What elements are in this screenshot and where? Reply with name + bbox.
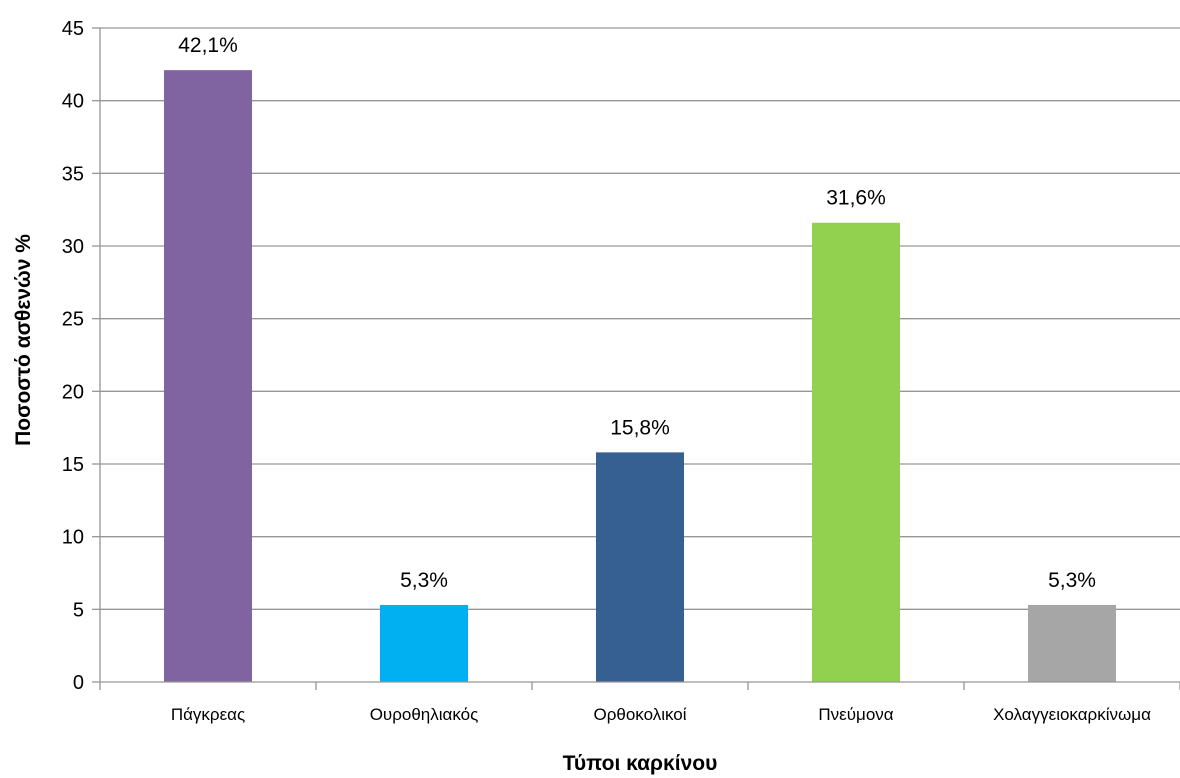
y-tick-label: 5 [73, 599, 84, 621]
y-tick-label: 25 [62, 309, 84, 331]
bar [1028, 604, 1116, 682]
bar [380, 604, 468, 682]
x-category-label: Ουροθηλιακός [370, 705, 479, 724]
y-tick-label: 10 [62, 527, 84, 549]
y-tick-label: 40 [62, 91, 84, 113]
data-label: 31,6% [826, 187, 886, 210]
y-tick-label: 15 [62, 454, 84, 476]
y-tick-label: 20 [62, 381, 84, 403]
y-axis-ticks: 0 5 10 15 20 25 30 35 40 45 [62, 18, 100, 694]
data-label: 42,1% [178, 34, 238, 57]
data-label: 15,8% [610, 416, 670, 439]
y-tick-label: 0 [73, 672, 84, 694]
x-category-label: Πνεύμονα [818, 705, 893, 724]
bar [596, 452, 684, 682]
y-axis-title: Ποσοστό ασθενών % [12, 234, 35, 446]
gridlines [100, 27, 1180, 610]
x-category-label: Ορθοκολικοί [593, 705, 686, 724]
x-axis-title: Τύποι καρκίνου [563, 752, 718, 775]
x-axis [99, 28, 1180, 690]
x-category-label: Πάγκρεας [171, 705, 245, 724]
bar [164, 70, 252, 682]
bars [164, 70, 1116, 682]
x-axis-category-labels: Πάγκρεας Ουροθηλιακός Ορθοκολικοί Πνεύμονα Χ… [171, 705, 1151, 724]
bar [812, 222, 900, 682]
data-labels: 42,1% 5,3% 15,8% 31,6% 5,3% [178, 34, 1096, 592]
y-tick-label: 45 [62, 18, 84, 40]
data-label: 5,3% [400, 569, 448, 592]
y-tick-label: 30 [62, 236, 84, 258]
y-tick-label: 35 [62, 163, 84, 185]
data-label: 5,3% [1048, 569, 1096, 592]
x-category-label: Χολαγγειοκαρκίνωμα [993, 705, 1151, 724]
